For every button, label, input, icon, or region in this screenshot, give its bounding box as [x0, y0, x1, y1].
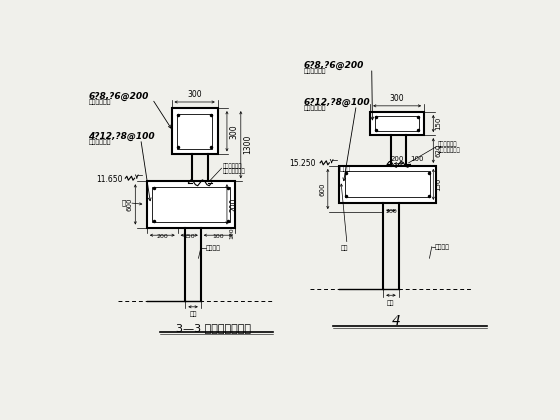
- Bar: [345, 171, 430, 197]
- Text: 620: 620: [436, 144, 442, 157]
- Text: 300: 300: [229, 124, 238, 139]
- Text: 6?12,?8@100: 6?12,?8@100: [304, 98, 371, 108]
- Bar: [375, 116, 419, 131]
- Text: 标宽: 标宽: [387, 300, 395, 306]
- Bar: [177, 113, 212, 149]
- Text: 4?12,?8@100: 4?12,?8@100: [88, 132, 155, 141]
- Text: 600: 600: [320, 182, 325, 196]
- Text: 4: 4: [392, 315, 401, 328]
- Text: 与住房消层平齐: 与住房消层平齐: [223, 168, 246, 174]
- Text: 15.250: 15.250: [290, 159, 316, 168]
- Text: 桧外消层: 桧外消层: [435, 244, 450, 249]
- Bar: [171, 108, 218, 154]
- Text: 200: 200: [390, 156, 404, 162]
- Text: 板木: 板木: [341, 246, 348, 251]
- Bar: [152, 186, 230, 222]
- Text: 屋面板: 屋面板: [339, 166, 351, 172]
- Text: 200: 200: [229, 197, 238, 212]
- Bar: [370, 112, 424, 135]
- Text: 300: 300: [187, 90, 202, 99]
- Text: 150: 150: [183, 234, 195, 239]
- Text: 插入构造边桵: 插入构造边桵: [88, 139, 111, 145]
- Text: 11.650: 11.650: [96, 175, 123, 184]
- Text: 标宽: 标宽: [189, 312, 197, 317]
- Text: 1300: 1300: [243, 135, 252, 155]
- Text: 100: 100: [229, 228, 234, 239]
- Text: 100: 100: [410, 156, 424, 162]
- Text: 3—3 女儿墙身大样图: 3—3 女儿墙身大样图: [176, 323, 251, 333]
- Text: 桧外消层: 桧外消层: [206, 246, 221, 251]
- Text: 插入构造边桵: 插入构造边桵: [88, 99, 111, 105]
- Bar: [147, 181, 235, 228]
- Text: 200: 200: [385, 210, 397, 214]
- Text: 梁: 梁: [122, 200, 126, 206]
- Text: 600: 600: [127, 198, 133, 211]
- Text: 与栒板消层平齐: 与栒板消层平齐: [438, 147, 461, 152]
- Text: 插入构造边桵: 插入构造边桵: [304, 105, 326, 111]
- Text: 300: 300: [390, 94, 404, 103]
- Text: 构造配筋边桵: 构造配筋边桵: [223, 163, 242, 169]
- Text: 构造配筋边桵: 构造配筋边桵: [438, 142, 458, 147]
- Text: 150: 150: [436, 117, 442, 130]
- Text: 6?8,?6@200: 6?8,?6@200: [88, 92, 149, 101]
- Bar: [339, 166, 436, 203]
- Text: 6?8,?6@200: 6?8,?6@200: [304, 61, 365, 71]
- Text: 150: 150: [436, 178, 442, 191]
- Text: 200: 200: [156, 234, 168, 239]
- Text: 插入构造边桵: 插入构造边桵: [304, 68, 326, 74]
- Text: 100: 100: [212, 234, 224, 239]
